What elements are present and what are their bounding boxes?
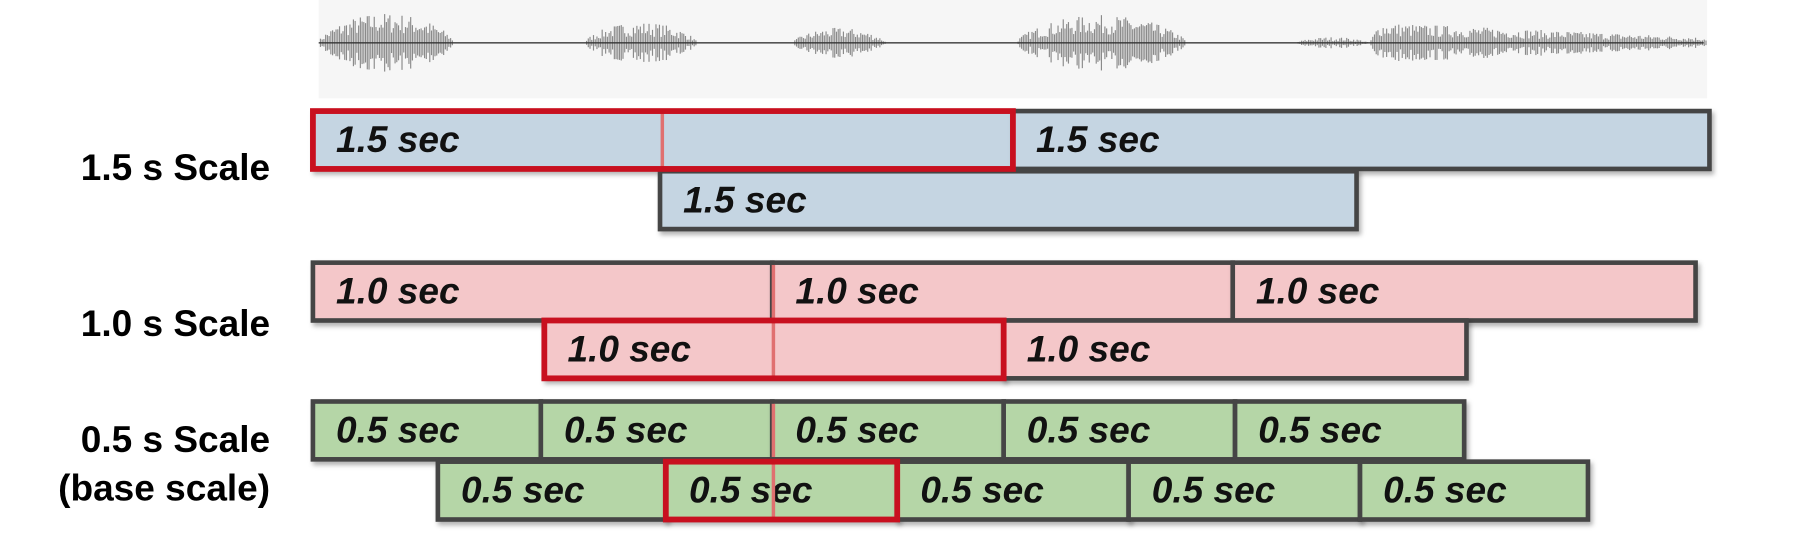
segment-box	[1357, 459, 1591, 522]
segment-label: 0.5 sec	[461, 469, 585, 511]
segment-label: 0.5 sec	[1152, 469, 1276, 511]
segment-label: 1.0 sec	[795, 270, 919, 312]
highlight-box	[662, 458, 901, 523]
segment-box	[435, 459, 669, 522]
highlight-box	[310, 108, 1016, 172]
segment-box	[769, 260, 1236, 323]
segment-box	[538, 399, 775, 462]
segment-label: 1.0 sec	[567, 328, 691, 370]
waveform-background	[318, 0, 1708, 99]
segment-label: 1.0 sec	[1027, 328, 1151, 370]
scale-label: (base scale)	[58, 466, 270, 508]
scale-label: 1.5 s Scale	[81, 146, 270, 188]
scale-group: 1.0 s Scale 1.0 sec 1.0 sec 1.0 sec 1.0 sec 1…	[81, 260, 1698, 382]
segment-label: 0.5 sec	[564, 409, 688, 451]
highlight-box	[541, 317, 1007, 382]
segment-label: 0.5 sec	[1258, 409, 1382, 451]
segment-label: 0.5 sec	[920, 469, 1044, 511]
scale-group: 1.5 s Scale 1.5 sec 1.5 sec 1.5 sec	[81, 108, 1712, 232]
segment-label: 0.5 sec	[336, 409, 460, 451]
segment-label: 0.5 sec	[795, 409, 919, 451]
segment-label: 0.5 sec	[689, 469, 813, 511]
scale-label: 0.5 s Scale	[81, 418, 270, 460]
segment-label: 0.5 sec	[1383, 469, 1507, 511]
segment-label: 1.0 sec	[336, 270, 460, 312]
segment-box	[1230, 260, 1698, 323]
segment-box	[894, 459, 1131, 522]
scale-group: 0.5 s Scale(base scale)0.5 sec 0.5 sec 0.5…	[58, 399, 1591, 523]
segment-box	[1001, 318, 1469, 381]
segment-label: 0.5 sec	[1027, 409, 1151, 451]
segment-box	[1232, 399, 1467, 462]
segment-label: 1.5 sec	[1036, 118, 1160, 160]
segment-box	[1010, 108, 1712, 172]
scale-label: 1.0 s Scale	[81, 302, 270, 344]
segment-label: 1.5 sec	[336, 118, 460, 160]
segment-label: 1.0 sec	[1256, 270, 1380, 312]
waveform	[318, 14, 1707, 72]
segment-label: 1.5 sec	[683, 178, 807, 220]
